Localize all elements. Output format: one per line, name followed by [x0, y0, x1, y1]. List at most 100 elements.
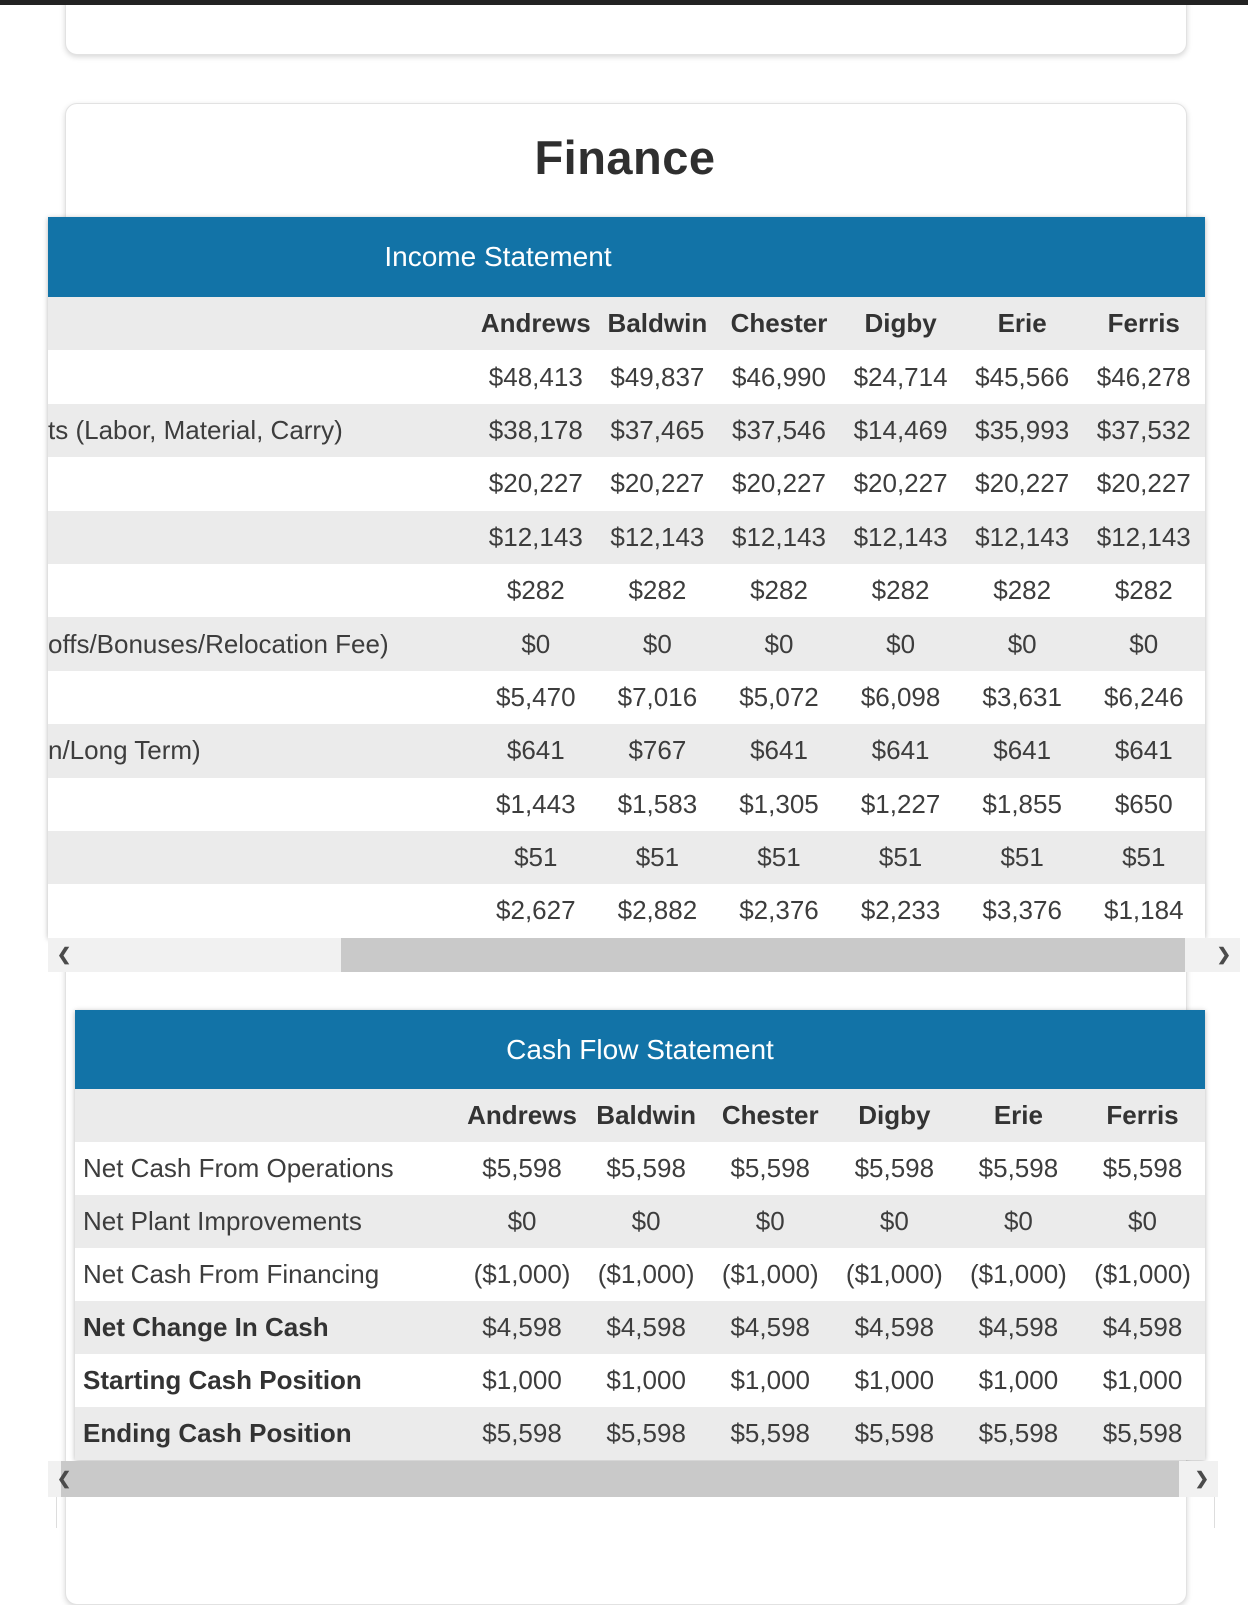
cell-value: $1,184	[1104, 895, 1184, 926]
cell-value: $5,598	[978, 1153, 1059, 1183]
cell-value: $0	[642, 628, 672, 659]
cell-value: $0	[879, 1206, 909, 1236]
cell-value: $20,227	[853, 468, 948, 499]
cell-value: $46,990	[731, 361, 826, 392]
table-row: $48,413 $49,837 $46,990 $24,714 $45,566 …	[48, 350, 1205, 404]
row-label: Net Change In Cash	[83, 1312, 329, 1342]
cash-flow-statement-title: Cash Flow Statement	[506, 1034, 774, 1065]
cell-value: $5,072	[739, 681, 819, 712]
cell-value: $51	[757, 842, 801, 873]
column-header-ferris: Ferris	[1106, 1100, 1179, 1130]
cell-value: $45,566	[975, 361, 1070, 392]
column-header-baldwin: Baldwin	[596, 1100, 696, 1130]
income-statement-title: Income Statement	[384, 241, 612, 272]
top-app-bar	[0, 0, 1248, 5]
scroll-right-icon[interactable]: ❯	[1216, 945, 1231, 964]
scrollbar-thumb[interactable]	[61, 1461, 1179, 1497]
cell-value: $49,837	[610, 361, 705, 392]
cell-value: $4,598	[854, 1312, 935, 1342]
cell-value: $0	[507, 1206, 537, 1236]
scroll-right-icon[interactable]: ❯	[1194, 1469, 1209, 1488]
cell-value: $1,855	[982, 788, 1062, 819]
cell-value: $46,278	[1096, 361, 1191, 392]
table-row: $1,443 $1,583 $1,305 $1,227 $1,855 $650	[48, 777, 1205, 831]
cell-value: $282	[506, 575, 565, 606]
column-header-chester: Chester	[730, 308, 828, 339]
cell-value: $5,598	[482, 1153, 562, 1183]
cash-flow-columns-header-row: Andrews Baldwin Chester Digby Erie Ferri…	[75, 1089, 1205, 1142]
cell-value: $51	[878, 842, 923, 873]
cell-value: $5,598	[854, 1418, 935, 1448]
cell-value: $35,993	[975, 414, 1070, 445]
page-title: Finance	[534, 131, 716, 184]
scroll-left-icon[interactable]: ❮	[57, 945, 72, 964]
cash-flow-statement-table: Cash Flow Statement Andrews Baldwin Ches…	[75, 1010, 1205, 1460]
cash-flow-scrollbar[interactable]: ❮ ❯	[48, 1461, 1218, 1497]
cell-value: $12,143	[853, 521, 948, 552]
column-header-erie: Erie	[993, 1100, 1043, 1130]
cell-value: $282	[628, 575, 687, 606]
cell-value: $1,583	[617, 788, 698, 819]
cell-value: $14,469	[853, 414, 948, 445]
cell-value: $20,227	[975, 468, 1070, 499]
cell-value: $5,598	[978, 1418, 1059, 1448]
cell-value: $1,000	[978, 1365, 1059, 1395]
cell-value: $767	[628, 735, 687, 766]
table-row: $282 $282 $282 $282 $282 $282	[48, 563, 1205, 618]
cell-value: $4,598	[606, 1312, 686, 1342]
cell-value: $12,143	[1096, 521, 1191, 552]
cell-value: $282	[750, 575, 808, 606]
cell-value: $1,443	[496, 788, 576, 819]
income-columns-header-row: Andrews Baldwin Chester Digby Erie Ferri…	[48, 297, 1205, 351]
cell-value: $20,227	[488, 468, 583, 499]
cell-value: $37,465	[610, 414, 705, 445]
cell-value: ($1,000)	[970, 1259, 1067, 1289]
cell-value: $37,532	[1096, 414, 1191, 445]
cell-value: $20,227	[731, 468, 826, 499]
cell-value: $4,598	[730, 1312, 810, 1342]
cell-value: $1,000	[854, 1365, 935, 1395]
cell-value: $5,470	[496, 681, 576, 712]
cell-value: $51	[514, 842, 558, 873]
cell-value: ($1,000)	[473, 1259, 571, 1289]
income-statement-scrollbar[interactable]: ❮ ❯	[48, 938, 1240, 972]
cash-flow-statement-header: Cash Flow Statement	[75, 1010, 1205, 1089]
cell-value: $48,413	[488, 361, 583, 392]
table-row: ts (Labor, Material, Carry) $38,178 $37,…	[48, 403, 1205, 458]
cell-value: $0	[521, 628, 551, 659]
cell-value: $0	[1129, 628, 1159, 659]
cell-value: $0	[1007, 628, 1037, 659]
table-row: $2,627 $2,882 $2,376 $2,233 $3,376 $1,18…	[48, 884, 1205, 938]
table-row: Ending Cash Position $5,598 $5,598 $5,59…	[75, 1407, 1205, 1460]
cell-value: $0	[886, 628, 916, 659]
scrollbar-thumb[interactable]	[341, 938, 1185, 972]
cell-value: $282	[993, 575, 1052, 606]
cell-value: $2,882	[617, 895, 698, 926]
table-row: $5,470 $7,016 $5,072 $6,098 $3,631 $6,24…	[48, 670, 1205, 725]
table-row: $12,143 $12,143 $12,143 $12,143 $12,143 …	[48, 510, 1205, 564]
cell-value: $282	[871, 575, 930, 606]
cell-value: $4,598	[978, 1312, 1059, 1342]
cell-value: $5,598	[482, 1418, 562, 1448]
row-label: Ending Cash Position	[83, 1418, 352, 1448]
cell-value: ($1,000)	[845, 1259, 943, 1289]
table-row: n/Long Term) $641 $767 $641 $641 $641 $6…	[48, 724, 1205, 778]
row-label: ts (Labor, Material, Carry)	[48, 414, 343, 445]
cell-value: $51	[1000, 842, 1044, 873]
column-header-baldwin: Baldwin	[607, 308, 708, 339]
row-label: Net Cash From Financing	[83, 1259, 380, 1289]
table-row: Net Change In Cash $4,598 $4,598 $4,598 …	[75, 1301, 1205, 1354]
cell-value: $1,227	[860, 788, 941, 819]
column-header-digby: Digby	[858, 1100, 931, 1130]
column-header-andrews: Andrews	[480, 308, 591, 339]
cell-value: $641	[871, 735, 930, 766]
cell-value: $38,178	[488, 414, 583, 445]
cell-value: $0	[755, 1206, 785, 1236]
cell-value: $3,631	[982, 681, 1062, 712]
column-header-digby: Digby	[864, 308, 937, 339]
scroll-left-icon[interactable]: ❮	[57, 1469, 72, 1488]
cell-value: $2,627	[496, 895, 576, 926]
cell-value: $4,598	[1102, 1312, 1183, 1342]
cell-value: $641	[993, 735, 1052, 766]
cell-value: $5,598	[854, 1153, 935, 1183]
